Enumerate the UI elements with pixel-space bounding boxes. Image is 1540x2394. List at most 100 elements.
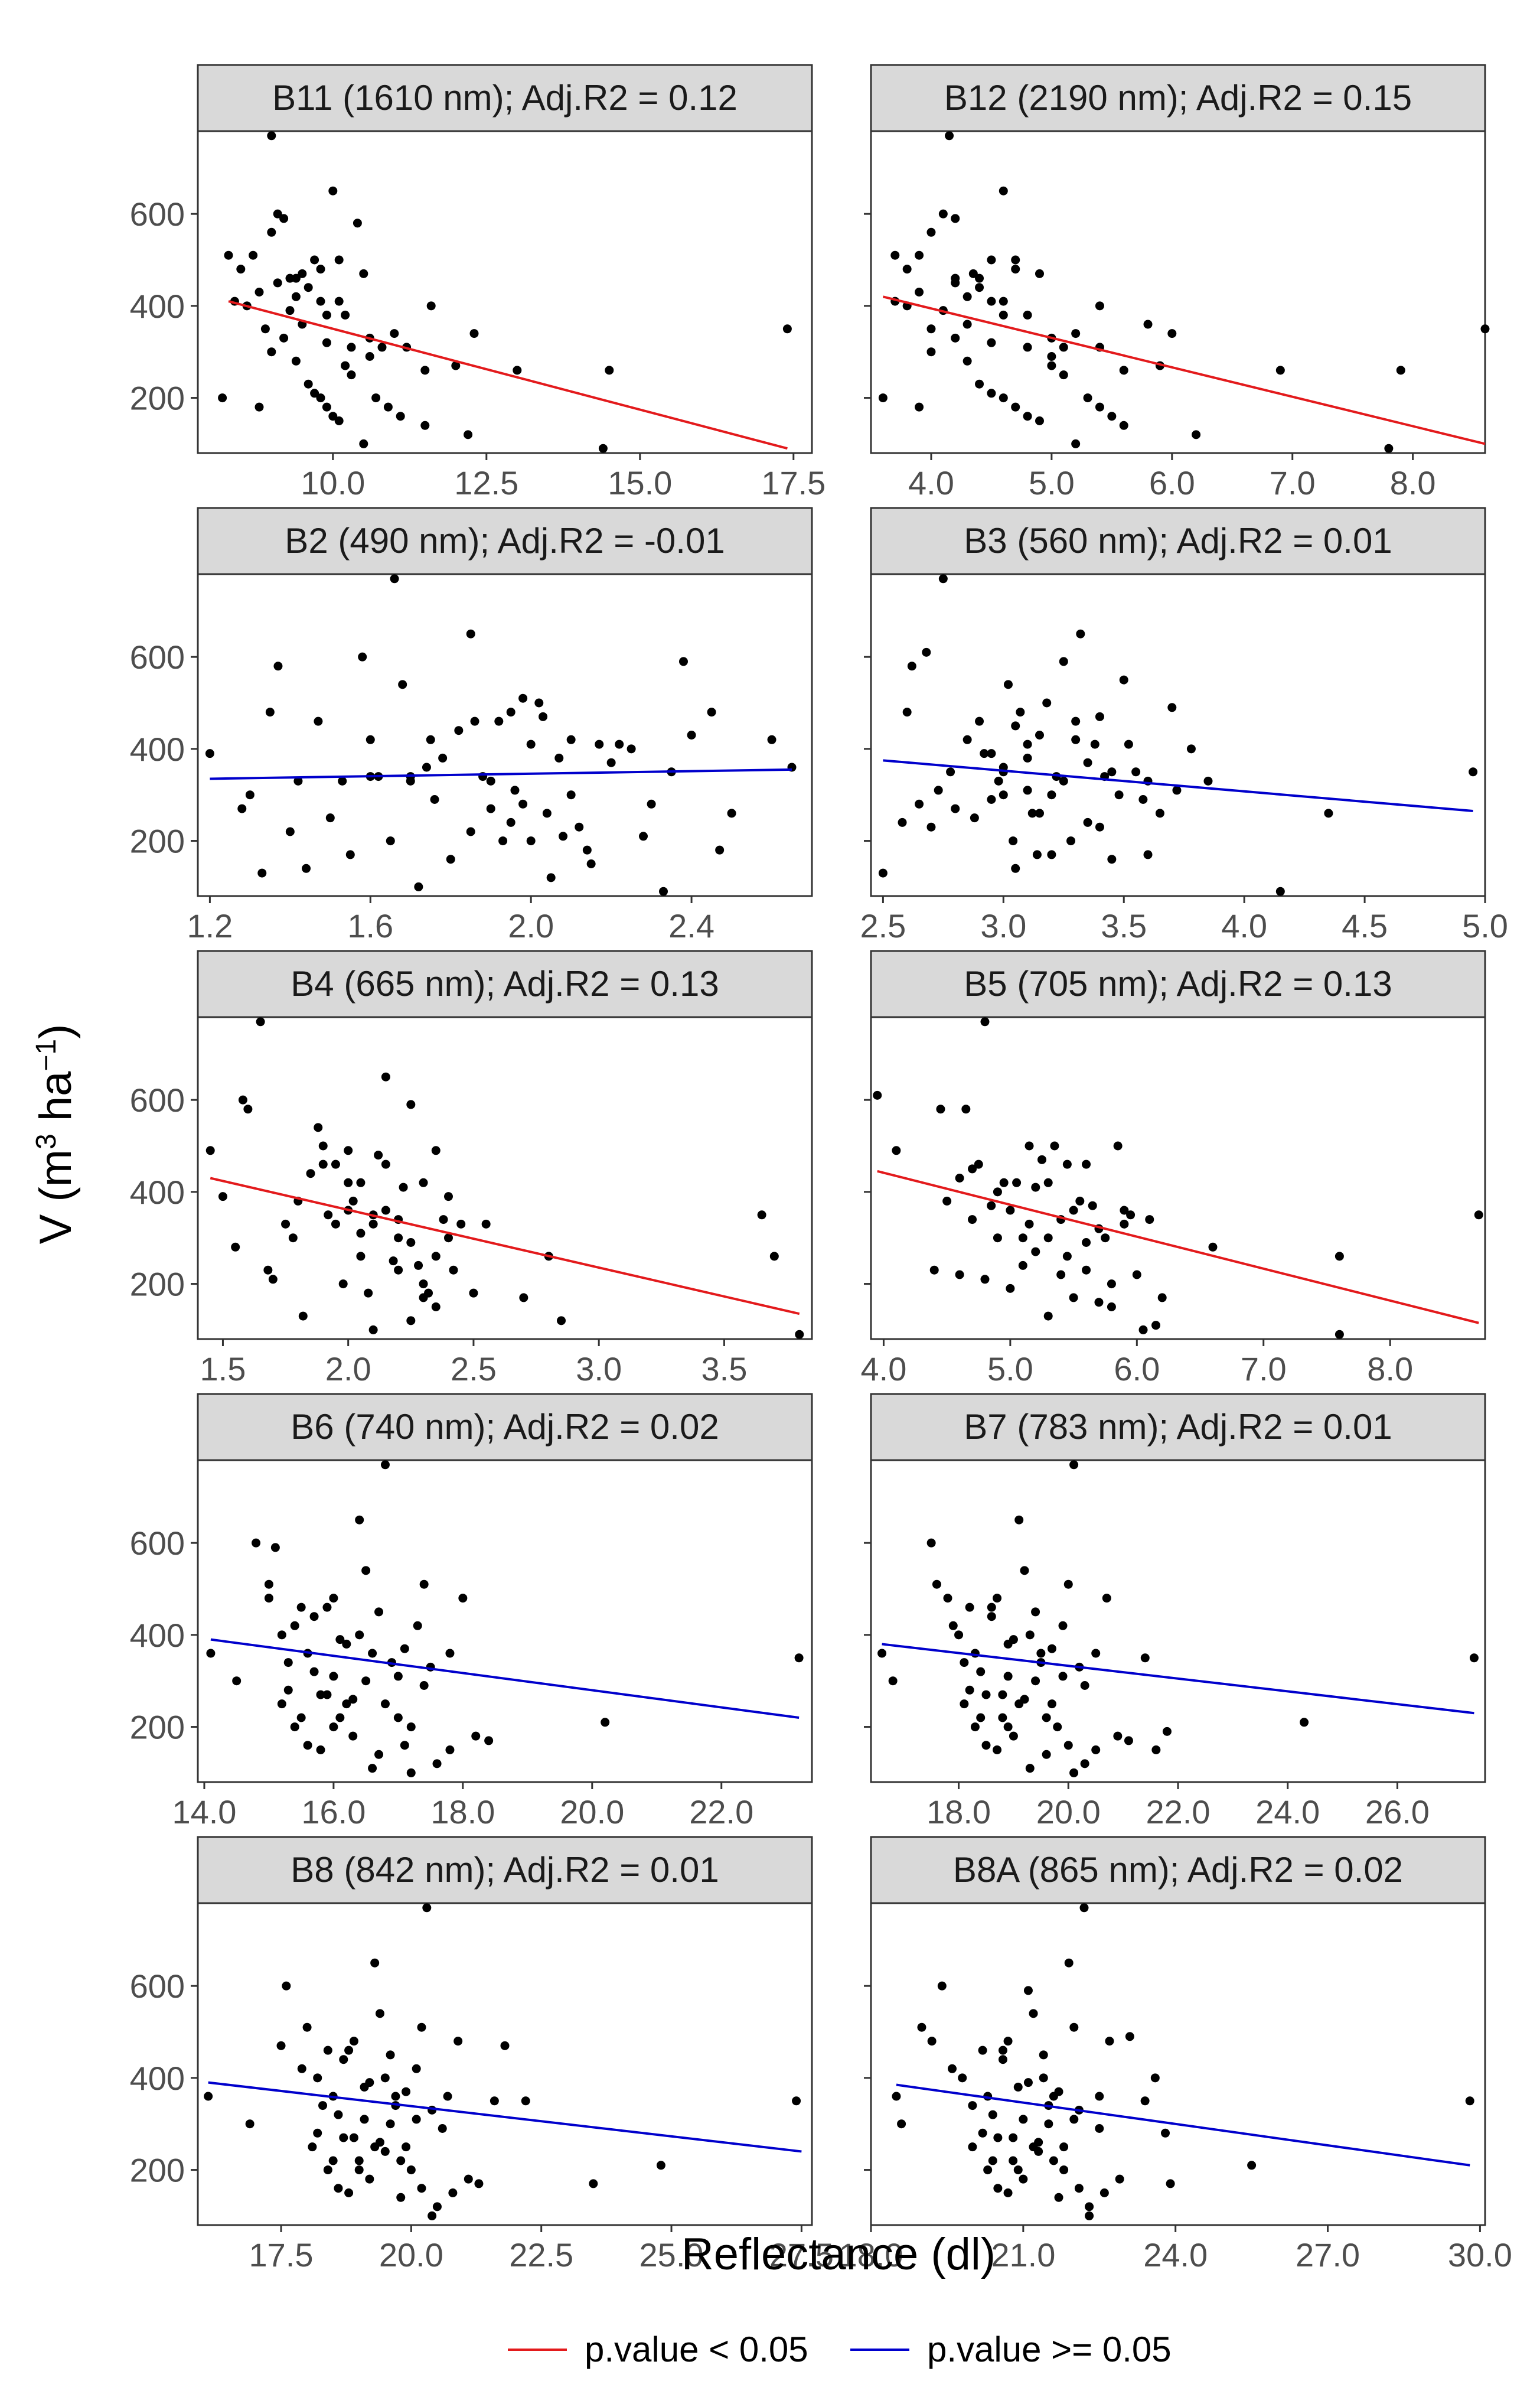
data-point [1043,1178,1053,1187]
x-tick-label: 24.0 [1143,2236,1208,2274]
data-point [566,790,576,800]
data-point [282,1981,291,1991]
facet-title: B12 (2190 nm); Adj.R2 = 0.15 [944,78,1412,118]
panel-3: B2 (490 nm); Adj.R2 = -0.01 200 400 600 1.2 1… [130,507,813,944]
facet-strip [870,1393,1486,1461]
data-point [1069,2022,1079,2032]
data-point [1069,1206,1078,1215]
data-point [1023,343,1032,352]
data-point [396,2156,406,2165]
data-point [782,324,792,334]
data-point [318,1141,328,1151]
panel-7: B6 (740 nm); Adj.R2 = 0.02 200 400 600 14.0 1… [130,1393,813,1830]
data-point [361,1676,371,1686]
data-point [365,2174,374,2184]
data-point [975,283,984,292]
data-point [361,1566,371,1575]
data-point [406,1768,416,1777]
data-point [267,227,276,237]
data-point [1042,1750,1051,1759]
data-point [999,393,1008,403]
data-point [960,1699,969,1709]
data-point [383,402,393,412]
data-point [518,799,528,809]
data-point [471,1731,481,1741]
regression-line [210,1177,800,1315]
data-point [469,1288,478,1298]
x-axis-title: Reflectance (dl) [681,2229,996,2279]
data-point [1275,366,1285,375]
data-point [414,1260,423,1270]
facet-title: B3 (560 nm); Adj.R2 = 0.01 [964,521,1392,561]
data-point [958,2073,967,2083]
data-point [354,2156,364,2165]
data-point [606,758,616,767]
data-point [1138,1325,1148,1334]
data-point [1208,1242,1218,1252]
data-point [1095,2124,1104,2133]
data-point [639,832,648,841]
data-point [960,1658,969,1667]
data-point [792,2096,801,2106]
data-point [998,2046,1007,2055]
data-point [938,209,948,219]
data-point [1011,402,1020,412]
data-point [328,412,338,421]
data-point [951,333,960,343]
data-point [951,214,960,223]
data-point [998,1690,1007,1699]
data-point [546,873,556,882]
data-point [902,265,912,274]
data-point [1167,703,1177,712]
data-point [955,1174,964,1183]
data-point [232,1676,242,1686]
data-point [422,1903,432,1913]
data-point [204,2092,213,2101]
data-point [1023,310,1032,320]
data-point [936,1105,945,1114]
data-point [595,740,604,749]
data-point [1023,786,1032,795]
data-point [255,402,264,412]
data-point [1143,850,1153,859]
data-point [1023,740,1032,749]
data-point [993,2184,1003,2193]
data-point [342,1699,351,1709]
data-point [291,356,301,366]
data-point [358,652,367,662]
data-point [344,1178,353,1187]
data-point [1020,1695,1029,1704]
data-point [354,2165,364,2175]
x-tick-label: 7.0 [1241,1350,1287,1387]
data-point [288,1233,298,1243]
y-tick-label: 200 [130,2152,185,2189]
regression-line [210,768,792,780]
data-point [1031,1607,1040,1617]
data-point [1054,2193,1063,2202]
data-point [484,1736,494,1745]
data-point [951,804,960,813]
data-point [298,269,307,278]
regression-line [877,1170,1479,1324]
facet-title: B8A (865 nm); Adj.R2 = 0.02 [953,1850,1403,1890]
facet-strip [197,507,813,575]
x-tick-label: 18.0 [926,1793,991,1830]
x-tick-label: 18.0 [839,2236,903,2274]
legend: p.value < 0.05 p.value >= 0.05 [508,2330,1172,2369]
data-point [464,430,473,439]
plot-area [197,130,813,454]
data-point [1036,1649,1046,1658]
data-point [1018,1260,1027,1270]
x-tick-label: 5.0 [1029,464,1075,501]
data-point [324,1210,333,1220]
x-tick-label: 22.5 [509,2236,573,2274]
data-point [943,1594,952,1603]
data-point [283,1658,293,1667]
data-point [1192,430,1201,439]
data-point [975,273,984,283]
data-point [243,1105,253,1114]
y-tick-label: 200 [130,1266,185,1303]
x-tick-label: 1.6 [347,907,393,944]
data-point [998,1713,1007,1722]
facet-title: B2 (490 nm); Adj.R2 = -0.01 [285,521,725,561]
